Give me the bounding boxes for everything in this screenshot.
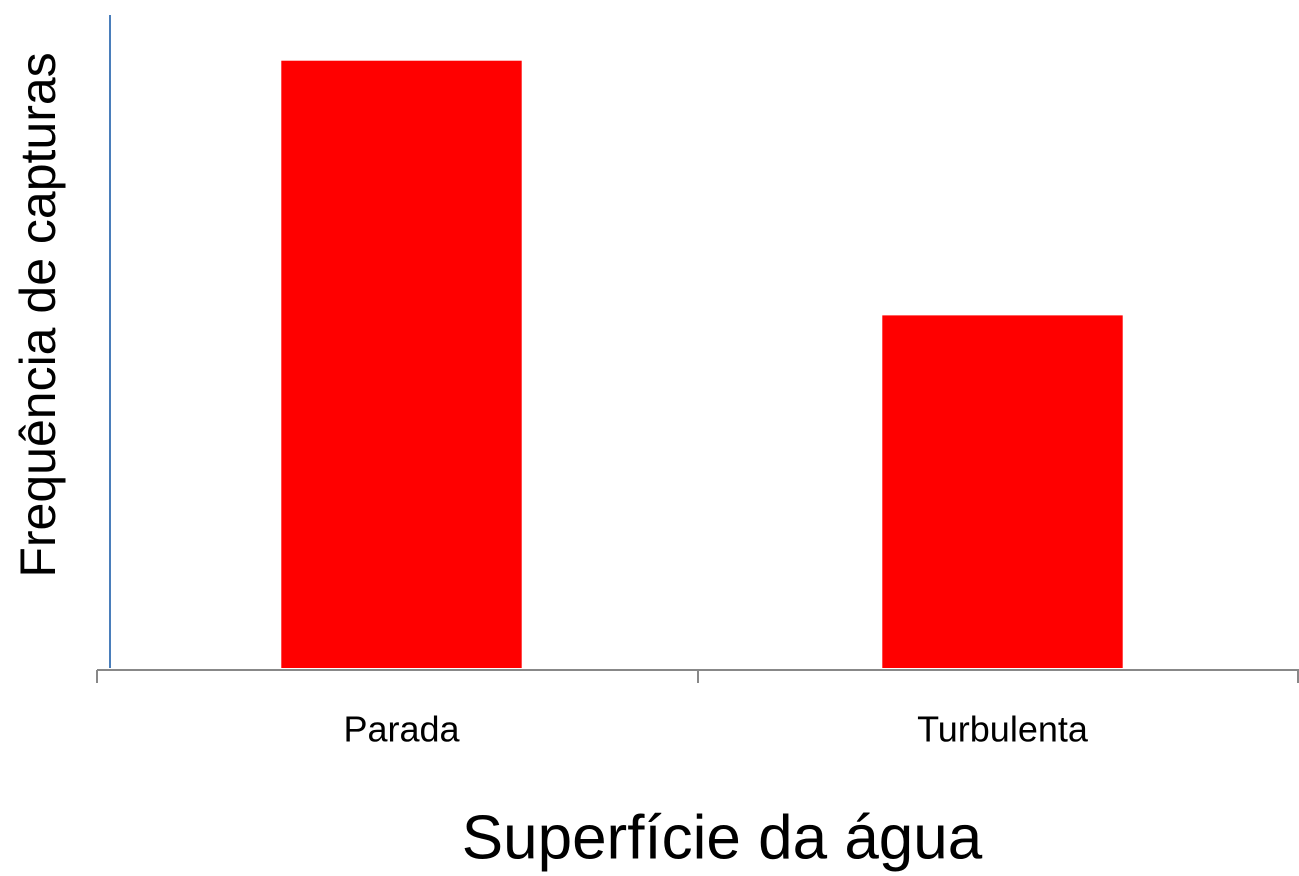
x-tick-label: Turbulenta (917, 709, 1089, 750)
x-axis-title: Superfície da água (462, 803, 983, 872)
bar (281, 60, 522, 668)
x-tick-label: Parada (343, 709, 460, 750)
y-axis-title: Frequência de capturas (10, 52, 66, 577)
bar (882, 315, 1123, 668)
